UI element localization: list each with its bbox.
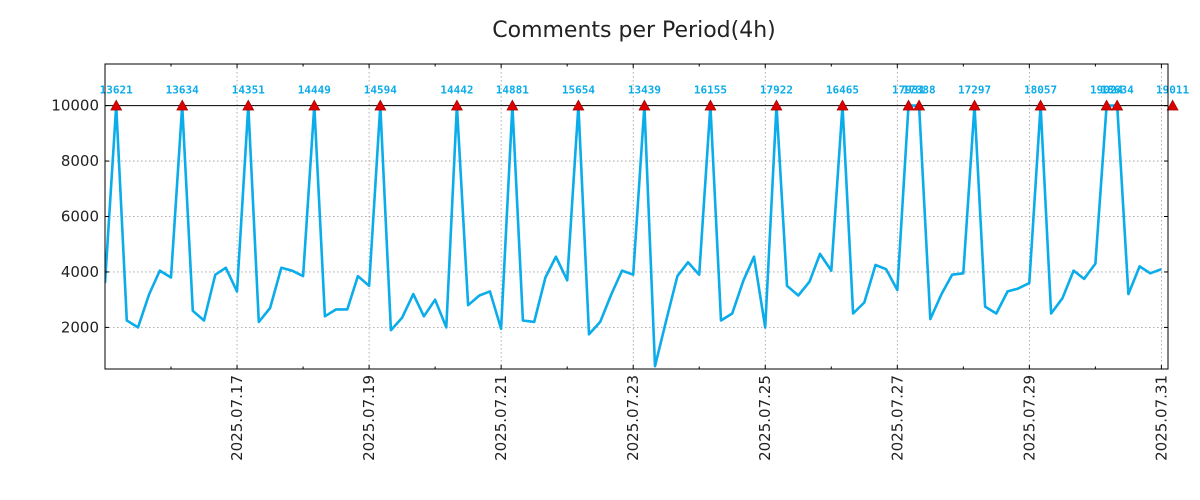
y-tick-label: 10000 — [51, 97, 99, 115]
peak-markers — [110, 99, 1179, 111]
peak-marker — [770, 99, 783, 111]
peak-marker — [1111, 99, 1124, 111]
peak-label: 14351 — [232, 84, 265, 97]
peak-label: 17297 — [958, 84, 991, 97]
peak-label: 14881 — [496, 84, 529, 97]
peak-label: 19011 — [1156, 84, 1189, 97]
peak-label: 19024 — [1090, 84, 1123, 97]
y-tick-label: 8000 — [61, 152, 99, 170]
x-tick-label: 2025.07.19 — [360, 375, 378, 461]
y-tick-label: 4000 — [61, 263, 99, 281]
peak-marker — [1166, 99, 1179, 111]
peak-marker — [374, 99, 387, 111]
peak-marker — [450, 99, 463, 111]
peak-marker — [1034, 99, 1047, 111]
x-tick-label: 2025.07.25 — [756, 375, 774, 461]
x-axis-ticks: 2025.07.17 2025.07.19 2025.07.21 2025.07.23… — [170, 64, 1170, 461]
peak-label: 16465 — [826, 84, 859, 97]
y-tick-label: 6000 — [61, 208, 99, 226]
peak-marker — [902, 99, 915, 111]
peak-marker — [110, 99, 123, 111]
series-layer — [105, 104, 1162, 368]
peak-marker — [308, 99, 321, 111]
peak-marker — [704, 99, 717, 111]
x-tick-label: 2025.07.31 — [1152, 375, 1170, 461]
peak-label: 17931 — [892, 84, 925, 97]
y-tick-label: 2000 — [61, 318, 99, 336]
peak-marker — [1100, 99, 1113, 111]
x-tick-label: 2025.07.27 — [888, 375, 906, 461]
peak-label: 14442 — [440, 84, 473, 97]
x-tick-label: 2025.07.23 — [624, 375, 642, 461]
x-tick-label: 2025.07.29 — [1020, 375, 1038, 461]
peak-labels: 13621 13634 14351 14449 14594 14442 14881 15654… — [100, 84, 1190, 97]
peak-label: 18634 — [1101, 84, 1134, 97]
chart-title: Comments per Period(4h) — [492, 18, 776, 43]
peak-label: 17388 — [903, 84, 936, 97]
peak-marker — [968, 99, 981, 111]
peak-label: 15654 — [562, 84, 595, 97]
peak-label: 13634 — [166, 84, 199, 97]
peak-label: 16155 — [694, 84, 727, 97]
peak-marker — [836, 99, 849, 111]
peak-label: 13621 — [100, 84, 133, 97]
x-tick-label: 2025.07.21 — [492, 375, 510, 461]
x-tick-label: 2025.07.17 — [228, 375, 246, 461]
peak-marker — [242, 99, 255, 111]
peak-label: 14594 — [364, 84, 397, 97]
peak-marker — [638, 99, 651, 111]
peak-label: 13439 — [628, 84, 661, 97]
peak-marker — [506, 99, 519, 111]
peak-marker — [176, 99, 189, 111]
y-axis-ticks: 2000 4000 6000 8000 10000 — [51, 97, 1168, 336]
series-line-comments — [105, 104, 1162, 368]
peak-marker — [913, 99, 926, 111]
peak-marker — [572, 99, 585, 111]
peak-label: 17922 — [760, 84, 793, 97]
peak-label: 18057 — [1024, 84, 1057, 97]
peak-label: 14449 — [298, 84, 331, 97]
